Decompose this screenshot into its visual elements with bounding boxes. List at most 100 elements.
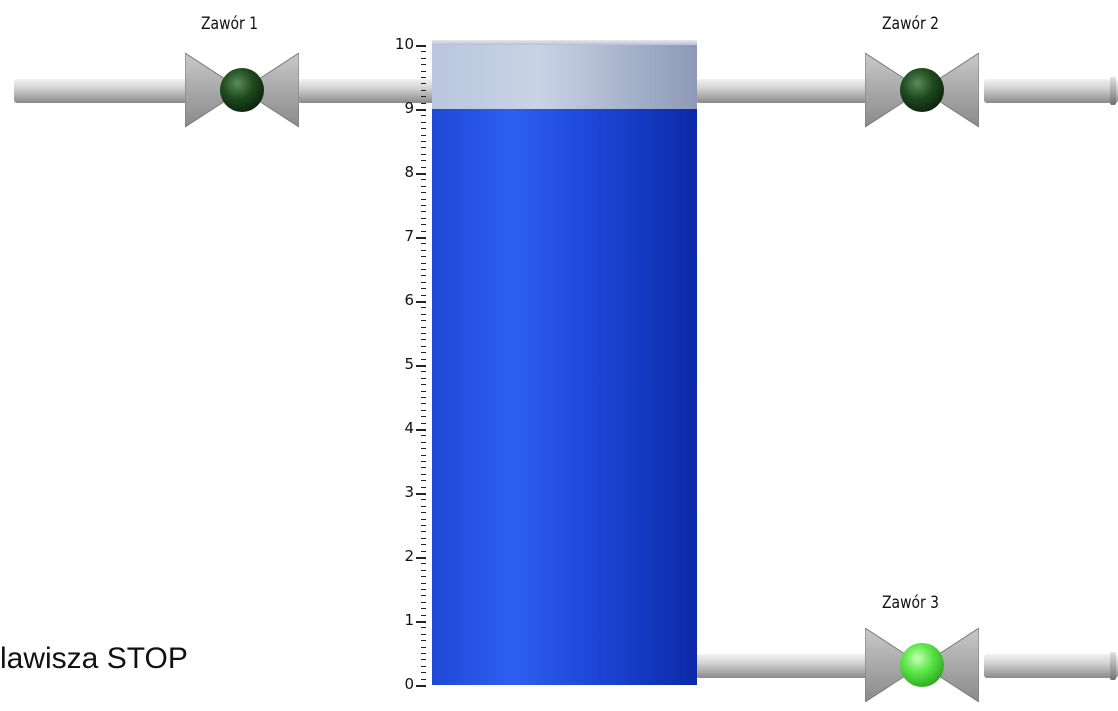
scale-minor-tick <box>421 435 426 437</box>
scale-minor-tick <box>421 422 426 424</box>
scale-minor-tick <box>421 57 426 59</box>
scale-minor-tick <box>421 678 426 680</box>
scale-minor-tick <box>421 608 426 610</box>
scale-minor-tick <box>421 441 426 443</box>
outlet-bottom-pipe-left <box>696 654 872 678</box>
stop-key-label: lawisza STOP <box>0 642 188 675</box>
scale-minor-tick <box>421 211 426 213</box>
scale-minor-tick <box>421 333 426 334</box>
scale-minor-tick <box>421 505 426 507</box>
scale-minor-tick <box>421 646 426 648</box>
scale-minor-tick <box>421 544 426 546</box>
inlet-pipe-left <box>14 79 190 103</box>
scale-minor-tick <box>421 397 426 398</box>
tank-fill-level <box>432 109 697 685</box>
scale-minor-tick <box>421 589 426 590</box>
scale-minor-tick <box>421 153 426 155</box>
inlet-pipe-right <box>298 79 436 103</box>
scale-minor-tick <box>421 83 426 85</box>
scale-minor-tick <box>421 454 426 456</box>
scale-minor-tick <box>421 486 426 488</box>
scale-major-tick <box>416 109 426 111</box>
scale-minor-tick <box>421 205 426 206</box>
tank-top-rim <box>432 40 697 45</box>
valve-2-label: Zawór 2 <box>882 14 940 34</box>
scale-minor-tick <box>421 512 426 514</box>
tank-level-scale: 0 1 2 3 4 5 6 7 8 9 10 <box>378 37 432 692</box>
scale-major-tick <box>416 557 426 559</box>
scale-tick-label: 5 <box>404 355 414 373</box>
scale-tick-label: 6 <box>404 291 414 309</box>
valve-3-indicator-lamp <box>900 643 944 687</box>
scale-minor-tick <box>421 121 426 123</box>
scale-minor-tick <box>421 582 426 584</box>
scale-minor-tick <box>421 230 426 232</box>
scale-minor-tick <box>421 294 426 296</box>
scale-minor-tick <box>421 409 426 411</box>
scale-minor-tick <box>421 576 426 578</box>
scale-tick-label: 9 <box>404 99 414 117</box>
valve-1[interactable] <box>185 53 299 127</box>
scale-minor-tick <box>421 358 426 360</box>
scale-minor-tick <box>421 128 426 130</box>
scale-minor-tick <box>421 339 426 341</box>
scale-minor-tick <box>421 563 426 565</box>
scale-minor-tick <box>421 134 426 136</box>
scale-tick-label: 2 <box>404 547 414 565</box>
scale-minor-tick <box>421 390 426 392</box>
scale-minor-tick <box>421 672 426 674</box>
scale-minor-tick <box>421 51 426 53</box>
scale-minor-tick <box>421 179 426 181</box>
scale-minor-tick <box>421 96 426 98</box>
scale-minor-tick <box>421 77 426 78</box>
scale-tick-label: 3 <box>404 483 414 501</box>
outlet-bottom-pipe-right <box>984 654 1118 678</box>
outlet-top-pipe-left <box>696 79 872 103</box>
scale-minor-tick <box>421 102 426 104</box>
scale-minor-tick <box>421 115 426 117</box>
scale-minor-tick <box>421 224 426 226</box>
valve-1-label: Zawór 1 <box>201 14 259 34</box>
scale-minor-tick <box>421 275 426 277</box>
scale-minor-tick <box>421 403 426 405</box>
valve-3-body <box>865 628 979 702</box>
scale-minor-tick <box>421 499 426 501</box>
scale-minor-tick <box>421 480 426 482</box>
scale-major-tick <box>416 493 426 495</box>
valve-2[interactable] <box>865 53 979 127</box>
scale-tick-label: 4 <box>404 419 414 437</box>
scale-minor-tick <box>421 640 426 642</box>
scale-minor-tick <box>421 326 426 328</box>
scale-minor-tick <box>421 198 426 200</box>
tank <box>432 40 697 685</box>
valve-1-indicator-lamp <box>220 68 264 112</box>
scale-minor-tick <box>421 262 426 264</box>
scale-minor-tick <box>421 307 426 309</box>
scale-minor-tick <box>421 147 426 149</box>
scale-minor-tick <box>421 525 426 526</box>
scale-major-tick <box>416 685 426 687</box>
scale-tick-label: 8 <box>404 163 414 181</box>
scale-minor-tick <box>421 448 426 450</box>
scale-major-tick <box>416 365 426 367</box>
scale-tick-label: 7 <box>404 227 414 245</box>
scale-minor-tick <box>421 352 426 354</box>
scale-minor-tick <box>421 269 426 270</box>
scale-minor-tick <box>421 461 426 462</box>
scale-minor-tick <box>421 313 426 315</box>
scale-minor-tick <box>421 601 426 603</box>
scale-minor-tick <box>421 467 426 469</box>
scale-minor-tick <box>421 70 426 72</box>
scale-minor-tick <box>421 537 426 539</box>
scale-minor-tick <box>421 473 426 475</box>
valve-3[interactable] <box>865 628 979 702</box>
scale-minor-tick <box>421 627 426 629</box>
scale-minor-tick <box>421 281 426 283</box>
scale-minor-tick <box>421 659 426 661</box>
scale-minor-tick <box>421 160 426 162</box>
scale-tick-label: 0 <box>404 675 414 693</box>
scale-minor-tick <box>421 89 426 91</box>
scale-major-tick <box>416 45 426 47</box>
scale-minor-tick <box>421 531 426 533</box>
scale-minor-tick <box>421 550 426 552</box>
